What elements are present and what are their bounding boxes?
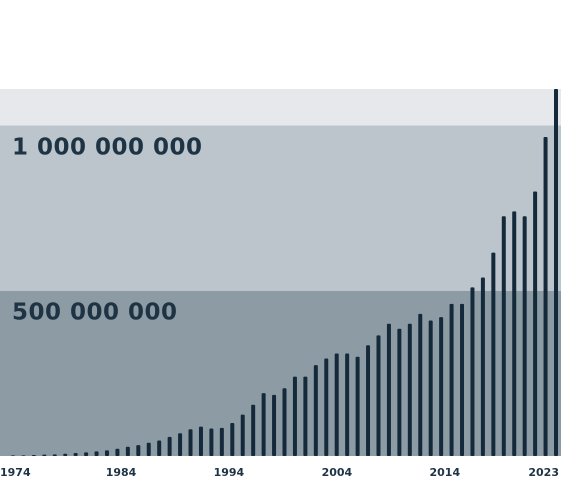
bar-33 xyxy=(355,356,360,456)
bar-48 xyxy=(512,211,517,456)
bar-2 xyxy=(31,455,36,456)
x-axis-ticks: 1974 1984 1994 2004 2014 2023 xyxy=(0,466,559,479)
bar-36 xyxy=(386,323,391,456)
bar-17 xyxy=(188,429,193,456)
bar-35 xyxy=(376,335,381,456)
bar-10 xyxy=(115,448,120,456)
bar-45 xyxy=(480,277,485,456)
bar-37 xyxy=(397,328,402,456)
bar-52 xyxy=(554,89,558,456)
x-tick-label: 2014 xyxy=(429,466,460,479)
x-tick-label: 1984 xyxy=(106,466,137,479)
bar-24 xyxy=(261,393,266,456)
bar-23 xyxy=(251,404,256,456)
bar-41 xyxy=(439,317,444,456)
bar-47 xyxy=(501,216,506,456)
bar-29 xyxy=(313,365,318,456)
band-labels: 500 000 000 1 000 000 000 xyxy=(12,134,203,326)
bar-7 xyxy=(84,452,89,456)
bar-18 xyxy=(198,426,203,456)
bar-0 xyxy=(11,455,15,456)
bar-51 xyxy=(543,136,548,456)
bar-5 xyxy=(63,453,68,456)
x-tick-label: 2004 xyxy=(322,466,353,479)
bar-3 xyxy=(42,454,47,456)
bar-25 xyxy=(272,394,277,456)
bar-13 xyxy=(146,442,151,456)
bar-40 xyxy=(428,320,433,456)
bar-26 xyxy=(282,388,287,456)
bar-46 xyxy=(491,252,496,456)
band-2 xyxy=(0,89,561,126)
bar-12 xyxy=(136,445,141,456)
bar-4 xyxy=(52,454,57,456)
background-bands xyxy=(0,89,561,456)
bar-44 xyxy=(470,287,475,456)
bar-9 xyxy=(104,450,109,456)
band-label-0: 500 000 000 xyxy=(12,300,178,326)
bar-8 xyxy=(94,451,99,456)
bar-21 xyxy=(230,422,235,456)
bar-50 xyxy=(533,191,538,456)
bar-39 xyxy=(418,313,423,456)
bar-14 xyxy=(157,440,162,456)
band-label-1: 1 000 000 000 xyxy=(12,134,203,160)
x-tick-label: 1994 xyxy=(214,466,245,479)
x-tick-label: 2023 xyxy=(528,466,559,479)
band-1 xyxy=(0,125,561,291)
bar-19 xyxy=(209,428,214,456)
bar-15 xyxy=(167,436,172,456)
bar-6 xyxy=(73,453,78,456)
bar-31 xyxy=(334,353,339,456)
bar-series xyxy=(11,89,558,456)
bar-22 xyxy=(240,414,245,456)
bar-42 xyxy=(449,303,454,456)
bar-43 xyxy=(460,303,465,456)
bar-38 xyxy=(407,323,412,456)
bar-49 xyxy=(522,216,527,456)
bar-34 xyxy=(366,345,371,456)
bar-30 xyxy=(324,358,329,456)
bar-28 xyxy=(303,376,308,456)
bar-32 xyxy=(345,353,350,456)
bar-11 xyxy=(125,446,130,456)
bar-1 xyxy=(21,455,26,456)
x-tick-label: 1974 xyxy=(0,466,31,479)
bar-16 xyxy=(178,433,183,456)
bar-27 xyxy=(292,376,297,456)
band-0 xyxy=(0,290,561,456)
bar-20 xyxy=(219,427,224,456)
